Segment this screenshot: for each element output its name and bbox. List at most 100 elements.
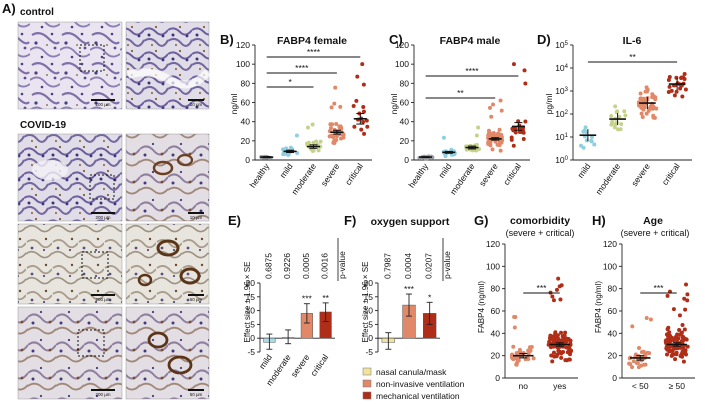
data-point <box>568 338 573 343</box>
data-point <box>616 127 621 132</box>
data-point <box>333 85 338 90</box>
data-point <box>579 143 584 148</box>
data-point <box>316 148 321 153</box>
data-point <box>499 108 504 113</box>
sig-label: *** <box>654 283 665 293</box>
data-point <box>558 297 563 302</box>
y-tick-label: 60 <box>400 98 410 108</box>
x-tick-label: no <box>519 381 529 391</box>
y-tick-label: 100 <box>555 155 568 165</box>
panel-e-label: E) <box>228 213 241 228</box>
data-point <box>682 296 687 301</box>
panel-e-plot: -5051015200.6875mild0.9226moderate***0.0… <box>246 238 347 388</box>
data-point <box>361 104 366 109</box>
data-point <box>352 124 357 129</box>
data-point <box>672 93 677 98</box>
x-tick-label: severe <box>319 161 342 188</box>
data-point <box>683 307 688 312</box>
micrograph-covid-1-overview: 200 µm <box>17 133 123 222</box>
data-point <box>529 344 534 349</box>
y-tick-label: 20 <box>246 278 256 288</box>
data-point <box>680 334 685 339</box>
data-point <box>665 352 670 357</box>
data-point <box>559 283 564 288</box>
y-tick-label: 10 <box>364 306 374 316</box>
y-tick-label: 20 <box>364 278 374 288</box>
y-tick-label: 40 <box>491 328 501 338</box>
panel-c: C) FABP4 male ng/ml 0 20 40 60 80 100 120 healt… <box>389 32 530 197</box>
micrograph-control-detail: 10 µm <box>125 21 211 110</box>
sig-label: **** <box>307 47 321 57</box>
data-point <box>567 350 572 355</box>
y-tick-label: 102 <box>555 109 568 119</box>
data-point <box>361 119 366 124</box>
y-tick-label: 0 <box>404 155 409 165</box>
data-point <box>517 347 522 352</box>
data-point <box>666 78 671 83</box>
y-tick-label: 100 <box>395 59 409 69</box>
sig-label: *** <box>537 283 548 293</box>
panel-c-title: FABP4 male <box>440 35 501 47</box>
data-point <box>550 335 555 340</box>
data-point <box>592 142 597 147</box>
panel-g-subtitle: (severe + critical) <box>506 228 575 238</box>
x-tick-label: mild <box>278 161 295 180</box>
y-tick-label: 15 <box>364 292 374 302</box>
panel-d: D) IL-6 pg/ml 100 101 102 103 104 105 mild mode… <box>537 32 692 197</box>
y-tick-label: 15 <box>246 292 256 302</box>
panel-d-plot: 100 101 102 103 104 105 mild moderate severe crit… <box>555 40 692 197</box>
data-point <box>497 141 502 146</box>
y-tick-label: 80 <box>400 78 410 88</box>
y-tick-label: 120 <box>603 239 617 249</box>
micrograph-covid-3-overview: 200 µm <box>17 306 123 400</box>
data-point <box>649 105 654 110</box>
data-point <box>489 114 494 119</box>
sig-label: ** <box>629 52 636 62</box>
data-point <box>644 315 649 320</box>
data-point <box>645 89 650 94</box>
p-value-label: 0.0016 <box>320 253 330 279</box>
panel-g-label: G) <box>474 213 488 228</box>
micrograph-control-overview: 200 µm <box>17 21 123 110</box>
y-tick-label: 20 <box>491 351 501 361</box>
p-value-header: p-value <box>337 251 347 279</box>
data-point <box>646 108 651 113</box>
panel-c-label: C) <box>389 32 403 47</box>
data-point <box>351 104 356 109</box>
data-point <box>583 125 588 130</box>
data-point <box>498 98 503 103</box>
data-point <box>581 129 586 134</box>
data-point <box>295 151 300 156</box>
data-point <box>359 127 364 132</box>
micrograph-covid-3-detail: 50 µm <box>125 306 210 400</box>
data-point <box>640 115 645 120</box>
micrograph-grid: 200 µm 10 µm 200 µm 10 µm 200 µm <box>17 21 211 400</box>
data-point <box>476 125 481 130</box>
data-point <box>681 359 686 364</box>
sig-star: ** <box>322 293 329 303</box>
data-point <box>511 357 516 362</box>
data-point <box>523 81 528 86</box>
y-tick-label: 20 <box>400 136 410 146</box>
data-point <box>486 140 491 145</box>
panel-c-ylabel: ng/ml <box>389 94 399 115</box>
sig-star: *** <box>302 294 313 304</box>
data-point <box>559 351 564 356</box>
data-point <box>310 122 315 127</box>
data-point <box>684 337 689 342</box>
data-point <box>589 138 594 143</box>
x-tick-label: mild <box>257 352 274 371</box>
data-point <box>559 355 564 360</box>
y-tick-label: 80 <box>608 284 618 294</box>
data-point <box>497 127 502 132</box>
panel-h: H) Age (severe + critical) FABP4 (ng/ml)… <box>592 213 695 391</box>
sig-label: * <box>288 77 292 87</box>
panel-h-title: Age <box>643 215 663 227</box>
data-point <box>564 336 569 341</box>
y-tick-label: 120 <box>486 239 500 249</box>
data-point <box>329 105 334 110</box>
data-point <box>627 361 632 366</box>
y-tick-label: 100 <box>486 261 500 271</box>
data-point <box>521 130 526 135</box>
